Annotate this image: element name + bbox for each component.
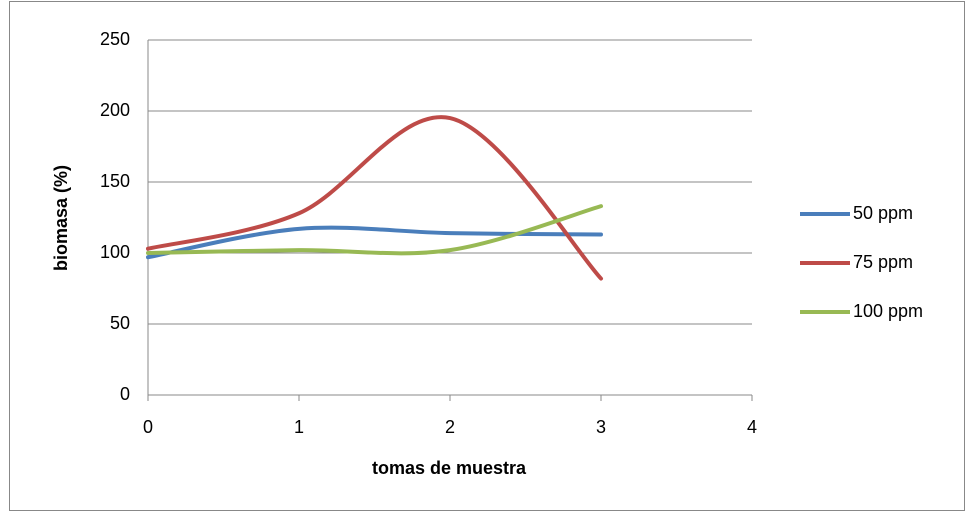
y-tick-label: 50 bbox=[110, 313, 130, 333]
x-tick-label: 1 bbox=[294, 417, 304, 437]
y-tick-label: 250 bbox=[100, 29, 130, 49]
series-line bbox=[146, 225, 603, 260]
y-axis-title: biomasa (%) bbox=[51, 165, 71, 271]
chart-frame bbox=[9, 1, 965, 511]
x-tick-label: 3 bbox=[596, 417, 606, 437]
legend-label: 100 ppm bbox=[853, 301, 923, 321]
y-tick-label: 100 bbox=[100, 242, 130, 262]
series-line bbox=[146, 204, 603, 256]
y-tick-label: 200 bbox=[100, 100, 130, 120]
x-tick-label: 2 bbox=[445, 417, 455, 437]
x-tick-label: 0 bbox=[143, 417, 153, 437]
y-tick-label: 150 bbox=[100, 171, 130, 191]
legend-label: 75 ppm bbox=[853, 252, 913, 272]
x-tick-label: 4 bbox=[747, 417, 757, 437]
x-axis-title: tomas de muestra bbox=[372, 458, 527, 478]
series-line bbox=[146, 115, 603, 281]
legend-label: 50 ppm bbox=[853, 203, 913, 223]
y-tick-label: 0 bbox=[120, 384, 130, 404]
